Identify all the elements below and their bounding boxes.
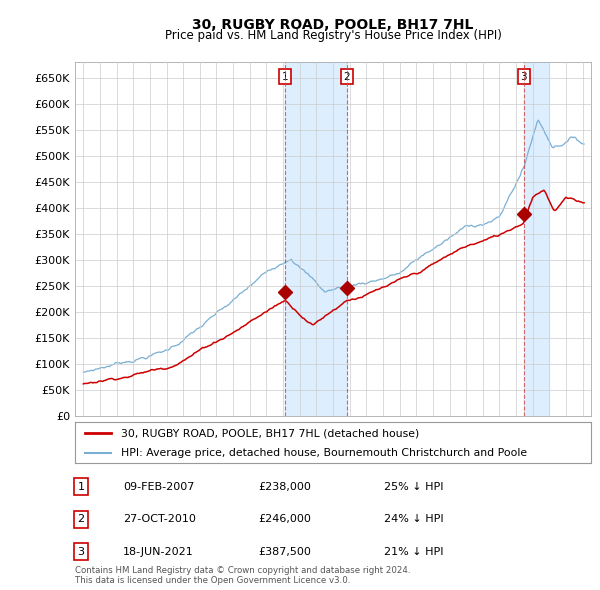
- Text: 30, RUGBY ROAD, POOLE, BH17 7HL: 30, RUGBY ROAD, POOLE, BH17 7HL: [193, 18, 473, 32]
- Text: £387,500: £387,500: [258, 547, 311, 556]
- Text: Contains HM Land Registry data © Crown copyright and database right 2024.
This d: Contains HM Land Registry data © Crown c…: [75, 566, 410, 585]
- Text: 2: 2: [77, 514, 85, 524]
- Bar: [285, 62, 347, 416]
- Text: 24% ↓ HPI: 24% ↓ HPI: [384, 514, 443, 524]
- Text: 1: 1: [281, 71, 288, 81]
- Text: 1: 1: [77, 482, 85, 491]
- Text: 30, RUGBY ROAD, POOLE, BH17 7HL (detached house): 30, RUGBY ROAD, POOLE, BH17 7HL (detache…: [121, 428, 419, 438]
- Text: £246,000: £246,000: [258, 514, 311, 524]
- Text: 25% ↓ HPI: 25% ↓ HPI: [384, 482, 443, 491]
- Bar: [524, 62, 549, 416]
- Text: 09-FEB-2007: 09-FEB-2007: [123, 482, 194, 491]
- Text: 3: 3: [520, 71, 527, 81]
- Text: 3: 3: [77, 547, 85, 556]
- Text: £238,000: £238,000: [258, 482, 311, 491]
- Text: Price paid vs. HM Land Registry's House Price Index (HPI): Price paid vs. HM Land Registry's House …: [164, 30, 502, 42]
- Text: 21% ↓ HPI: 21% ↓ HPI: [384, 547, 443, 556]
- Text: 18-JUN-2021: 18-JUN-2021: [123, 547, 194, 556]
- Text: HPI: Average price, detached house, Bournemouth Christchurch and Poole: HPI: Average price, detached house, Bour…: [121, 448, 527, 458]
- Text: 2: 2: [343, 71, 350, 81]
- Text: 27-OCT-2010: 27-OCT-2010: [123, 514, 196, 524]
